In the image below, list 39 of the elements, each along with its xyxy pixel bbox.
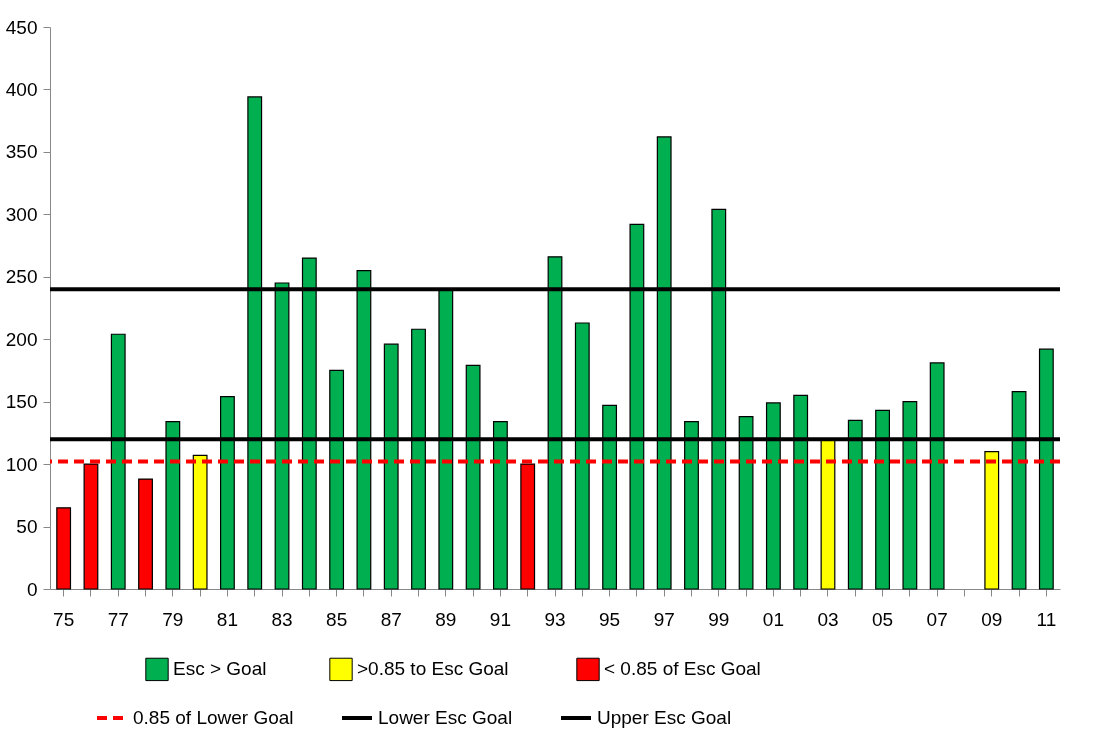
bar <box>192 454 208 590</box>
x-tick-label: 75 <box>53 608 75 630</box>
x-tick-label: 95 <box>599 608 621 630</box>
x-tick-label: 77 <box>107 608 129 630</box>
legend-label: Lower Esc Goal <box>378 707 513 728</box>
x-tick-label: 11 <box>1036 608 1057 630</box>
x-tick-label: 81 <box>216 608 238 630</box>
bar <box>138 478 153 590</box>
y-tick-label: 150 <box>5 391 38 413</box>
x-tick-label: 91 <box>489 608 511 630</box>
legend-label: Upper Esc Goal <box>597 707 732 728</box>
x-tick-label: 87 <box>380 608 402 630</box>
x-tick-label: 79 <box>162 608 184 630</box>
x-tick-label: 07 <box>926 608 948 630</box>
y-tick-label: 350 <box>5 141 38 163</box>
x-tick-label: 99 <box>708 608 730 630</box>
legend-label: >0.85 to Esc Goal <box>357 658 509 680</box>
x-tick-label: 83 <box>271 608 293 630</box>
y-tick-label: 300 <box>5 203 38 225</box>
legend-label: Esc > Goal <box>173 658 267 680</box>
x-tick-label: 97 <box>653 608 675 630</box>
y-tick-label: 100 <box>5 453 38 475</box>
bar <box>984 451 1000 590</box>
y-tick-label: 450 <box>5 16 38 38</box>
legend-label: 0.85 of Lower Goal <box>133 707 294 728</box>
x-tick-label: 93 <box>544 608 566 630</box>
x-tick-label: 03 <box>817 608 839 630</box>
y-tick-label: 400 <box>5 78 38 100</box>
legend-label: < 0.85 of Esc Goal <box>604 658 761 680</box>
y-tick-label: 200 <box>5 328 38 350</box>
x-tick-label: 85 <box>326 608 348 630</box>
y-tick-label: 50 <box>16 516 38 538</box>
y-tick-label: 0 <box>26 578 38 600</box>
bar <box>56 507 72 590</box>
x-tick-label: 89 <box>435 608 457 630</box>
x-tick-label: 01 <box>762 608 784 630</box>
x-tick-label: 05 <box>872 608 894 630</box>
y-tick-label: 250 <box>5 266 38 288</box>
x-tick-label: 09 <box>981 608 1003 630</box>
